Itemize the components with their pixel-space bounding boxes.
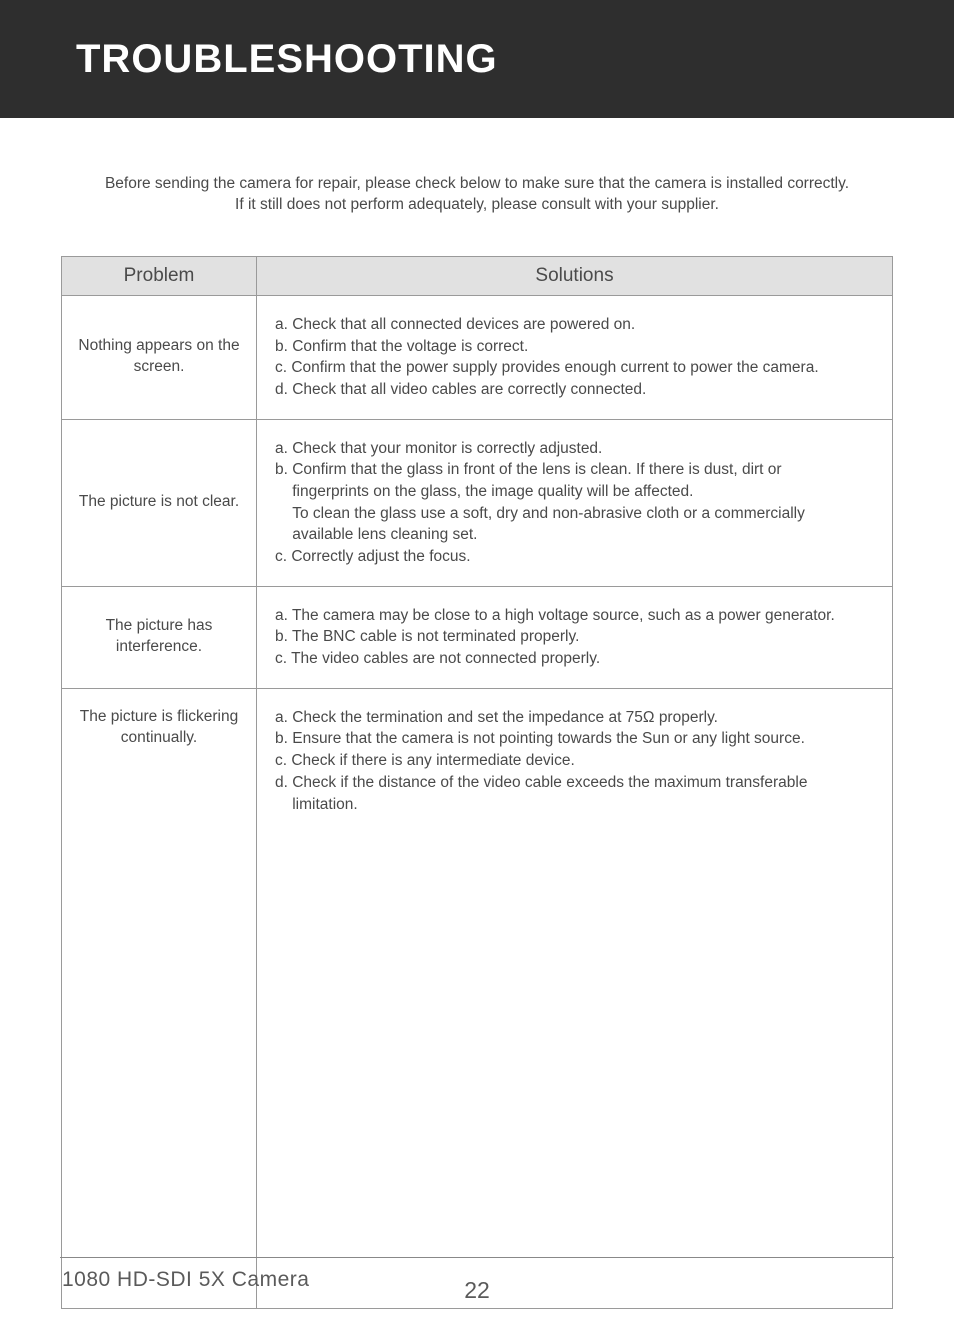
problem-cell: The picture is not clear. [62,419,257,586]
solution-cell: a. The camera may be close to a high vol… [257,586,893,688]
table-row: The picture is not clear. a. Check that … [62,419,893,586]
footer-divider [60,1257,894,1258]
intro-line-2: If it still does not perform adequately,… [235,196,719,213]
problem-cell: The picture has interference. [62,586,257,688]
footer-page-number: 22 [464,1277,490,1304]
page-title: TROUBLESHOOTING [76,37,498,82]
intro-text: Before sending the camera for repair, pl… [44,174,910,216]
solution-cell: a. Check that your monitor is correctly … [257,419,893,586]
table-row: Nothing appears on the screen. a. Check … [62,295,893,419]
footer-product-name: 1080 HD-SDI 5X Camera [62,1268,309,1292]
intro-line-1: Before sending the camera for repair, pl… [105,175,849,192]
problem-cell: Nothing appears on the screen. [62,295,257,419]
table-header-row: Problem Solutions [62,256,893,295]
problem-cell: The picture is flickering continually. [62,688,257,1308]
table-row: The picture is flickering continually. a… [62,688,893,1308]
col-header-problem: Problem [62,256,257,295]
table-row: The picture has interference. a. The cam… [62,586,893,688]
page-header: TROUBLESHOOTING [0,0,954,118]
troubleshooting-table: Problem Solutions Nothing appears on the… [61,256,893,1309]
solution-cell: a. Check the termination and set the imp… [257,688,893,1308]
col-header-solutions: Solutions [257,256,893,295]
solution-cell: a. Check that all connected devices are … [257,295,893,419]
